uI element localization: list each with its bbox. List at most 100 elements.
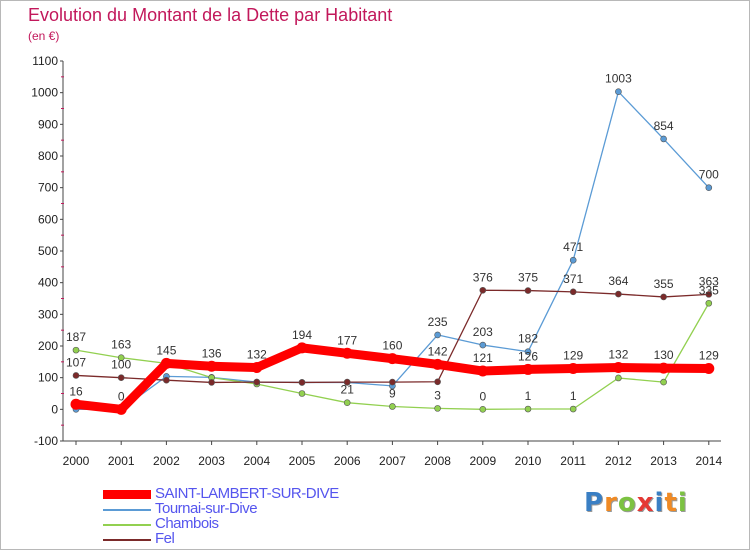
data-label-chambois: 0 <box>479 389 486 403</box>
logo-letter: t <box>664 488 678 518</box>
data-point-tournai-sur-dive <box>705 184 713 191</box>
y-tick-label: 0 <box>51 402 58 416</box>
data-point-saint-lambert-sur-dive <box>386 353 398 365</box>
data-point-saint-lambert-sur-dive <box>477 365 489 377</box>
data-point-fel <box>72 372 80 379</box>
y-tick-label: 900 <box>38 117 58 131</box>
data-point-chambois <box>524 405 532 413</box>
y-tick-label: 1100 <box>32 54 58 68</box>
data-point-saint-lambert-sur-dive <box>341 347 353 359</box>
data-point-fel <box>705 291 713 298</box>
data-label-saint-lambert-sur-dive: 160 <box>382 339 402 353</box>
data-label-saint-lambert-sur-dive: 142 <box>428 344 448 358</box>
x-tick-label: 2001 <box>108 454 135 468</box>
proxiti-logo: Proxiti <box>584 488 688 518</box>
legend-label-tournai: Tournai-sur-Dive <box>155 500 258 517</box>
data-point-fel <box>117 374 125 381</box>
data-label-chambois: 3 <box>434 388 441 402</box>
legend-swatch-fel <box>103 539 151 541</box>
data-label-fel: 363 <box>699 274 719 288</box>
data-point-fel <box>660 293 667 301</box>
x-tick-label: 2006 <box>334 454 361 468</box>
data-point-fel <box>298 379 306 386</box>
x-tick-label: 2010 <box>515 454 542 468</box>
data-point-fel <box>434 378 441 386</box>
data-label-tournai-sur-dive: 203 <box>473 325 493 339</box>
data-label-saint-lambert-sur-dive: 121 <box>473 351 493 365</box>
data-label-chambois: 1 <box>525 389 532 403</box>
data-label-fel: 364 <box>608 274 628 288</box>
y-tick-label: 800 <box>38 149 58 163</box>
data-label-fel: 100 <box>111 358 131 372</box>
data-label-saint-lambert-sur-dive: 0 <box>118 389 125 403</box>
data-label-tournai-sur-dive: 854 <box>654 119 674 133</box>
data-point-fel <box>569 288 577 296</box>
data-label-chambois: 335 <box>699 283 719 297</box>
x-tick-label: 2004 <box>243 454 270 468</box>
data-label-tournai-sur-dive: 471 <box>563 240 583 254</box>
data-label-saint-lambert-sur-dive: 136 <box>202 346 222 360</box>
data-label-chambois: 21 <box>341 383 355 397</box>
data-label-saint-lambert-sur-dive: 177 <box>337 333 357 347</box>
data-point-saint-lambert-sur-dive <box>160 357 172 369</box>
data-point-chambois <box>343 399 351 406</box>
data-label-saint-lambert-sur-dive: 132 <box>608 348 628 362</box>
y-tick-label: 500 <box>38 244 58 258</box>
logo-letter: o <box>617 488 637 518</box>
data-point-fel <box>343 378 351 386</box>
data-label-fel: 375 <box>518 271 538 285</box>
data-point-fel <box>208 379 215 386</box>
data-label-saint-lambert-sur-dive: 194 <box>292 328 312 342</box>
x-tick-label: 2013 <box>650 454 677 468</box>
data-point-saint-lambert-sur-dive <box>206 360 218 372</box>
data-label-tournai-sur-dive: 235 <box>428 315 448 329</box>
data-point-saint-lambert-sur-dive <box>432 358 444 370</box>
x-tick-label: 2007 <box>379 454 406 468</box>
data-point-tournai-sur-dive <box>434 331 441 339</box>
x-tick-label: 2014 <box>695 454 722 468</box>
legend-swatch-tournai <box>103 509 151 511</box>
data-label-saint-lambert-sur-dive: 129 <box>563 348 583 362</box>
y-tick-label: 600 <box>38 212 58 226</box>
x-tick-label: 2005 <box>289 454 316 468</box>
data-label-saint-lambert-sur-dive: 132 <box>247 348 267 362</box>
y-tick-label: 300 <box>38 307 58 321</box>
x-tick-label: 2012 <box>605 454 632 468</box>
y-tick-label: 700 <box>38 181 58 195</box>
data-point-chambois <box>569 405 577 413</box>
data-point-tournai-sur-dive <box>660 135 667 143</box>
x-tick-label: 2000 <box>63 454 90 468</box>
logo-letter: i <box>654 488 665 518</box>
data-label-saint-lambert-sur-dive: 129 <box>699 348 719 362</box>
data-point-chambois <box>72 346 80 354</box>
data-point-chambois <box>705 299 713 307</box>
data-point-saint-lambert-sur-dive <box>296 342 308 354</box>
data-point-tournai-sur-dive <box>524 348 532 356</box>
data-point-tournai-sur-dive <box>569 256 577 264</box>
y-tick-label: -100 <box>34 434 58 448</box>
data-point-chambois <box>660 378 667 386</box>
legend-label-fel: Fel <box>155 530 175 547</box>
data-point-fel <box>524 287 532 294</box>
data-point-chambois <box>479 406 487 413</box>
data-label-tournai-sur-dive: 700 <box>699 168 719 182</box>
data-point-tournai-sur-dive <box>479 341 487 349</box>
data-label-chambois: 187 <box>66 330 86 344</box>
chart-title: Evolution du Montant de la Dette par Hab… <box>28 5 393 25</box>
y-tick-label: 100 <box>38 371 58 385</box>
data-point-saint-lambert-sur-dive <box>658 362 670 374</box>
data-point-saint-lambert-sur-dive <box>251 362 263 374</box>
logo-letter: P <box>584 488 605 518</box>
data-label-tournai-sur-dive: 1003 <box>605 72 632 86</box>
x-tick-label: 2002 <box>153 454 180 468</box>
legend-label-saint-lambert: SAINT-LAMBERT-SUR-DIVE <box>155 485 339 502</box>
logo-letter: x <box>636 488 655 518</box>
y-tick-label: 200 <box>38 339 58 353</box>
logo-letter: i <box>677 488 688 518</box>
data-label-fel: 355 <box>654 277 674 291</box>
data-point-fel <box>479 286 487 294</box>
data-point-fel <box>163 376 170 384</box>
x-tick-label: 2009 <box>469 454 496 468</box>
